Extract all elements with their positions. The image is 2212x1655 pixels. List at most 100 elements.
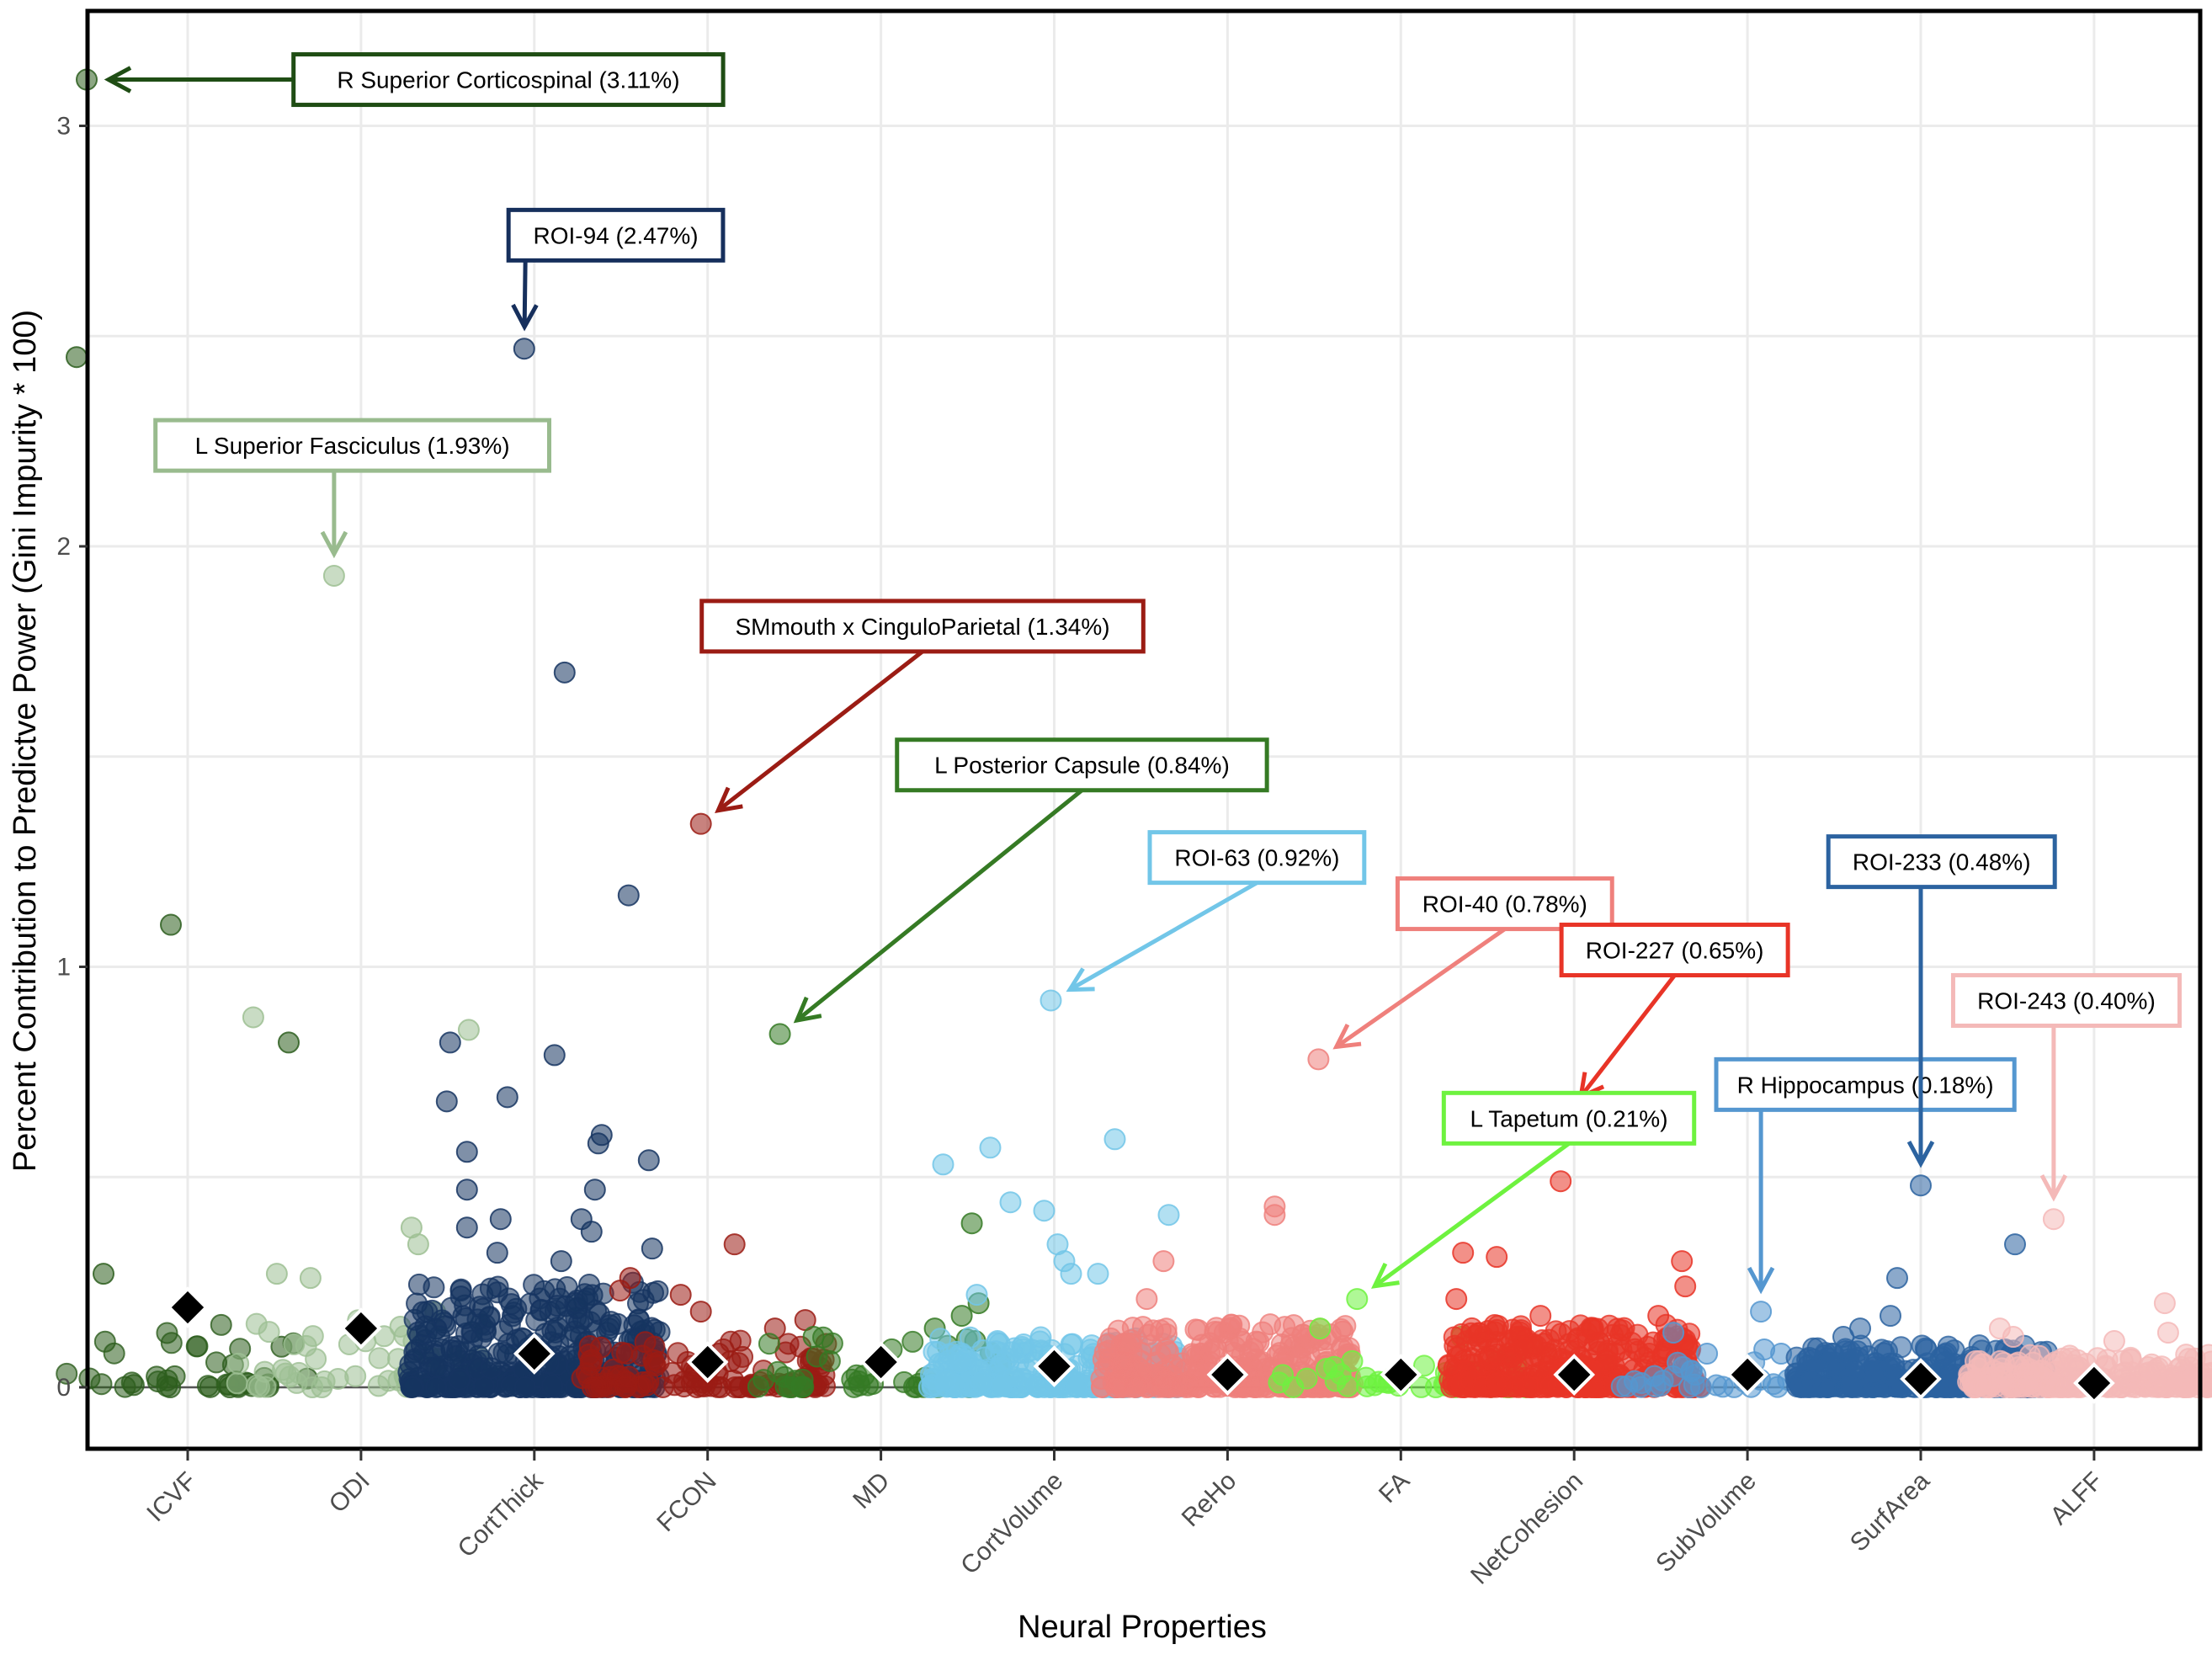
data-point	[609, 1280, 631, 1302]
data-point	[614, 1376, 636, 1398]
data-point	[2066, 1349, 2089, 1371]
data-point	[525, 1309, 548, 1332]
mean-diamond-CortVolume	[1033, 1345, 1076, 1387]
mean-diamond-ReHo	[1206, 1354, 1249, 1396]
data-point	[965, 1284, 988, 1306]
data-point	[550, 1250, 572, 1273]
x-tick-label: SurfArea	[1845, 1466, 1935, 1557]
data-point	[1558, 1320, 1581, 1343]
data-point	[2156, 1322, 2179, 1344]
data-point	[1135, 1288, 1158, 1311]
data-point	[2192, 1374, 2212, 1397]
data-point	[1099, 1327, 1122, 1349]
annotation-label: SMmouth x CinguloParietal (1.34%)	[735, 614, 1109, 640]
data-point	[344, 1365, 367, 1387]
arrow-head-icon	[511, 303, 539, 332]
x-tick-label: CortThick	[453, 1466, 550, 1563]
data-point	[637, 1149, 660, 1172]
data-point	[478, 1306, 501, 1329]
data-point	[265, 1263, 288, 1285]
data-point	[66, 346, 88, 369]
data-point	[401, 1376, 423, 1398]
annotation-label: ROI-94 (2.47%)	[534, 222, 699, 248]
arrow-head-icon	[2039, 1174, 2068, 1202]
data-point	[210, 1313, 232, 1336]
data-point	[2018, 1373, 2040, 1396]
x-tick-label: SubVolume	[1651, 1467, 1762, 1578]
data-point	[543, 1044, 566, 1067]
x-tick-label: CortVolume	[955, 1467, 1068, 1580]
data-point	[642, 1281, 665, 1304]
data-point	[637, 1370, 660, 1393]
data-point	[583, 1179, 606, 1201]
data-point	[950, 1305, 973, 1328]
data-point	[1268, 1371, 1290, 1394]
annotation-box	[1950, 972, 2182, 1028]
data-point	[2153, 1292, 2176, 1315]
arrow-head-icon	[1747, 1266, 1775, 1295]
data-point	[1550, 1170, 1572, 1193]
mean-diamond-SubVolume	[1726, 1354, 1768, 1396]
data-point	[1617, 1349, 1640, 1372]
data-point	[1667, 1351, 1689, 1374]
annotation-arrow	[1068, 881, 1258, 992]
data-point	[500, 1293, 523, 1316]
x-axis-title: Neural Properties	[1018, 1610, 1267, 1645]
data-point	[581, 1349, 604, 1371]
mean-diamond-FCON	[686, 1341, 729, 1383]
data-point	[1662, 1322, 1685, 1344]
annotation: ROI-94 (2.47%)	[506, 207, 726, 332]
data-point	[1832, 1326, 1854, 1349]
arrow-head-icon	[715, 786, 743, 813]
data-point	[439, 1031, 461, 1054]
data-point	[489, 1208, 512, 1231]
annotation: ROI-40 (0.78%)	[1332, 876, 1614, 1050]
data-point	[2137, 1361, 2160, 1384]
annotation-box	[291, 52, 726, 108]
y-tick-label: 3	[56, 113, 71, 141]
data-point	[1973, 1376, 1996, 1398]
data-point	[455, 1141, 478, 1163]
data-point	[423, 1276, 445, 1299]
data-point	[407, 1233, 429, 1256]
data-point	[901, 1330, 924, 1353]
data-point	[1155, 1317, 1178, 1340]
annotation: R Superior Corticospinal (3.11%)	[104, 52, 726, 108]
data-point	[1445, 1288, 1468, 1311]
annotation: R Hippocampus (0.18%)	[1714, 1056, 2017, 1295]
data-point	[2151, 1374, 2174, 1397]
annotation-label: ROI-233 (0.48%)	[1853, 849, 2031, 875]
data-point	[2042, 1208, 2065, 1231]
data-point	[2177, 1348, 2200, 1370]
data-point	[1061, 1333, 1084, 1355]
data-point	[1800, 1370, 1822, 1393]
data-point	[425, 1376, 448, 1398]
x-tick-label: MD	[848, 1467, 895, 1514]
data-point	[971, 1338, 994, 1361]
arrow-head-icon	[1906, 1141, 1935, 1168]
data-point	[377, 1370, 400, 1392]
data-point	[669, 1284, 692, 1306]
data-point	[205, 1351, 227, 1374]
data-point	[1002, 1365, 1025, 1388]
data-point	[1512, 1338, 1534, 1360]
data-point	[2004, 1233, 2026, 1256]
data-point	[1316, 1357, 1338, 1380]
data-point	[156, 1322, 178, 1344]
y-axis: 0 1 2 3	[56, 113, 88, 1402]
mean-diamond-ODI	[340, 1307, 382, 1349]
data-point	[932, 1153, 954, 1176]
annotation-box	[895, 737, 1269, 793]
arrow-head-icon	[1371, 1262, 1400, 1289]
annotation-label: R Superior Corticospinal (3.11%)	[337, 67, 679, 93]
data-point	[627, 1308, 650, 1331]
data-point	[479, 1277, 502, 1300]
arrow-head-icon	[793, 996, 822, 1024]
x-tick-label: NetCohesion	[1465, 1467, 1588, 1590]
arrow-head-icon	[320, 530, 348, 559]
data-point	[1880, 1305, 1901, 1328]
annotations: R Superior Corticospinal (3.11%) ROI-94 (…	[104, 52, 2182, 1295]
annotation: L Superior Fasciculus (1.93%)	[153, 418, 552, 559]
data-point	[541, 1375, 564, 1397]
x-tick-label: ODI	[324, 1467, 375, 1519]
